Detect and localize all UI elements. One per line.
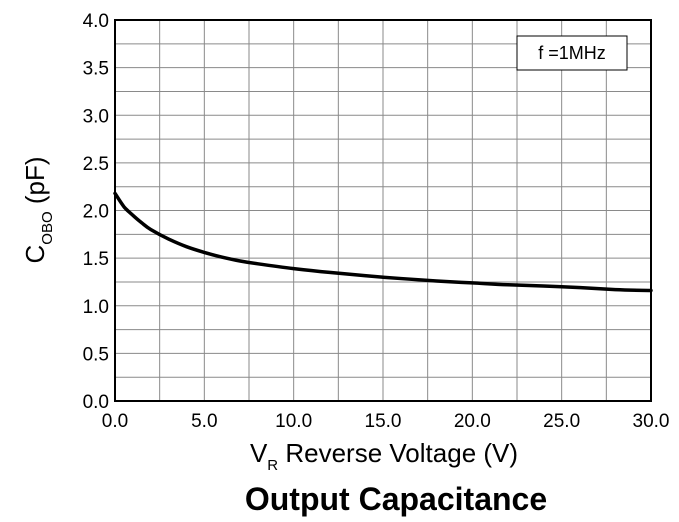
x-tick-label: 10.0: [275, 411, 312, 432]
x-axis-label: VR Reverse Voltage (V): [250, 438, 518, 474]
x-tick-labels: 0.0 5.0 10.0 15.0 20.0 25.0 30.0: [102, 411, 670, 432]
chart-title: Output Capacitance: [245, 481, 547, 517]
y-tick-label: 4.0: [83, 11, 109, 32]
x-tick-label: 5.0: [191, 411, 217, 432]
x-tick-label: 30.0: [633, 411, 670, 432]
x-tick-label: 20.0: [454, 411, 491, 432]
y-tick-label: 2.5: [83, 154, 109, 175]
plot-frame: [114, 19, 652, 402]
annotation-box: [516, 35, 628, 71]
y-tick-label: 1.0: [83, 297, 109, 318]
y-tick-label: 0.5: [83, 344, 109, 365]
y-tick-label: 0.0: [83, 392, 109, 413]
x-tick-label: 25.0: [543, 411, 580, 432]
x-tick-label: 15.0: [365, 411, 402, 432]
y-tick-label: 2.0: [83, 202, 109, 223]
annotation-text: f =1MHz: [538, 43, 606, 63]
y-axis-label: COBO (pF): [20, 156, 56, 263]
series-line: [113, 191, 653, 293]
y-tick-label: 3.5: [83, 59, 109, 80]
series-group: [113, 191, 653, 293]
y-tick-label: 1.5: [83, 249, 109, 270]
x-tick-label: 0.0: [102, 411, 128, 432]
y-tick-label: 3.0: [83, 106, 109, 127]
grid: [115, 20, 651, 401]
y-tick-labels: 0.0 0.5 1.0 1.5 2.0 2.5 3.0 3.5 4.0: [83, 11, 109, 413]
